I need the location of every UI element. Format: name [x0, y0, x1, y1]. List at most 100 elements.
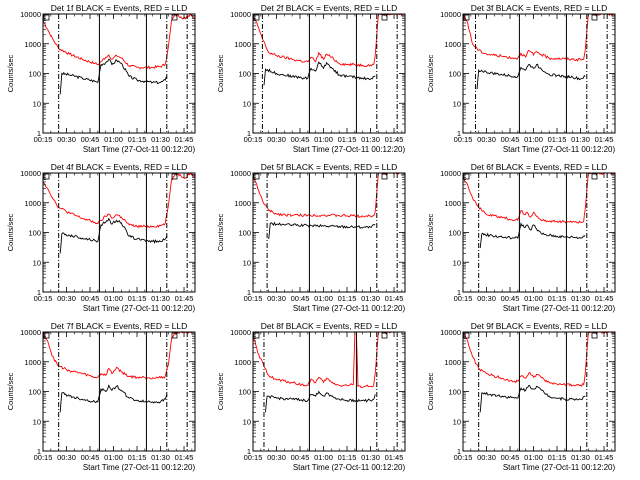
x-tick-label: 00:30 [57, 294, 76, 303]
x-tick-label: 00:45 [81, 453, 100, 462]
x-tick-label: 01:30 [571, 294, 590, 303]
events-series-line [476, 63, 586, 90]
x-tick-label: 01:30 [151, 453, 170, 462]
y-tick-label: 1000 [234, 358, 251, 367]
x-tick-label: 01:45 [175, 135, 194, 144]
lld-series-line [463, 14, 615, 62]
y-tick-label: 10 [453, 258, 461, 267]
x-tick-label: 00:45 [291, 453, 310, 462]
y-tick-label: 1 [457, 129, 461, 138]
y-tick-label: 10000 [440, 10, 461, 19]
x-tick-label: 00:30 [267, 135, 286, 144]
lld-series-line [43, 14, 195, 70]
lld-series-line [253, 173, 405, 219]
x-tick-label: 01:30 [571, 135, 590, 144]
events-series-line [268, 221, 376, 240]
y-tick-label: 10000 [440, 169, 461, 178]
panel-title: Det 9f BLACK = Events, RED = LLD [471, 321, 608, 331]
y-axis-label: Counts/sec [216, 54, 225, 92]
corner-marker [381, 14, 388, 21]
panel-title: Det 6f BLACK = Events, RED = LLD [471, 162, 608, 172]
plot-frame [462, 13, 616, 134]
x-tick-label: 01:30 [151, 294, 170, 303]
plot-frame [462, 172, 616, 293]
y-axis-label: Counts/sec [216, 213, 225, 251]
x-tick-label: 01:00 [524, 135, 543, 144]
chart-panel: Det 7f BLACK = Events, RED = LLD 1 10 100 10… [6, 321, 196, 472]
y-axis-label: Counts/sec [426, 54, 435, 92]
y-tick-label: 100 [28, 388, 41, 397]
events-series-line [59, 217, 168, 254]
x-axis-label: Start Time (27-Oct-11 00:12:20) [293, 304, 406, 313]
x-tick-label: 00:30 [267, 453, 286, 462]
corner-marker [43, 14, 50, 21]
x-axis-label: Start Time (27-Oct-11 00:12:20) [83, 145, 196, 154]
chart-panel: Det 2f BLACK = Events, RED = LLD 1 10 100 10… [216, 3, 406, 154]
chart-panel: Det 3f BLACK = Events, RED = LLD 1 10 100 10… [426, 3, 616, 154]
x-axis-label: Start Time (27-Oct-11 00:12:20) [293, 463, 406, 472]
x-tick-label: 00:15 [34, 294, 53, 303]
x-tick-label: 00:45 [501, 294, 520, 303]
x-tick-label: 01:00 [104, 453, 123, 462]
x-tick-label: 01:30 [361, 135, 380, 144]
x-tick-label: 01:15 [548, 453, 567, 462]
events-series-line [59, 58, 168, 95]
y-tick-label: 10000 [20, 10, 41, 19]
y-tick-label: 1000 [234, 199, 251, 208]
corner-marker [591, 332, 598, 339]
x-tick-label: 01:15 [338, 453, 357, 462]
x-tick-label: 01:15 [338, 135, 357, 144]
x-tick-label: 00:45 [291, 294, 310, 303]
plot-frame [42, 331, 196, 452]
x-axis-label: Start Time (27-Oct-11 00:12:20) [503, 304, 616, 313]
x-tick-label: 01:45 [595, 294, 614, 303]
events-series-line [59, 384, 168, 413]
y-axis-label: Counts/sec [6, 54, 15, 92]
y-tick-label: 10 [33, 99, 41, 108]
y-axis-label: Counts/sec [6, 213, 15, 251]
y-axis-label: Counts/sec [216, 372, 225, 410]
x-tick-label: 01:00 [524, 453, 543, 462]
y-tick-label: 10000 [20, 169, 41, 178]
y-tick-label: 1 [247, 129, 251, 138]
y-tick-label: 10000 [230, 10, 251, 19]
corner-marker [253, 173, 260, 180]
corner-marker [463, 332, 470, 339]
x-tick-label: 00:15 [34, 453, 53, 462]
corner-marker [253, 14, 260, 21]
x-tick-label: 00:15 [454, 294, 473, 303]
x-axis-label: Start Time (27-Oct-11 00:12:20) [83, 304, 196, 313]
lld-series-line [463, 332, 615, 387]
x-tick-label: 00:15 [244, 294, 263, 303]
y-tick-label: 10 [33, 258, 41, 267]
y-tick-label: 1 [457, 288, 461, 297]
y-tick-label: 1 [37, 288, 41, 297]
y-tick-label: 100 [448, 229, 461, 238]
x-tick-label: 01:00 [104, 294, 123, 303]
y-axis-label: Counts/sec [426, 213, 435, 251]
y-tick-label: 10 [243, 258, 251, 267]
corner-marker [171, 332, 178, 339]
x-tick-label: 00:45 [501, 453, 520, 462]
corner-marker [463, 14, 470, 21]
x-axis-label: Start Time (27-Oct-11 00:12:20) [83, 463, 196, 472]
x-tick-label: 00:30 [57, 135, 76, 144]
corner-marker [43, 332, 50, 339]
plot-frame [42, 172, 196, 293]
y-tick-label: 100 [238, 388, 251, 397]
corner-marker [381, 332, 388, 339]
x-tick-label: 00:45 [501, 135, 520, 144]
y-tick-label: 10000 [230, 169, 251, 178]
y-tick-label: 10 [243, 99, 251, 108]
x-tick-label: 01:45 [385, 135, 404, 144]
x-tick-label: 01:30 [361, 294, 380, 303]
plot-frame [252, 172, 406, 293]
panel-title: Det 1f BLACK = Events, RED = LLD [51, 3, 188, 13]
x-tick-label: 00:15 [244, 453, 263, 462]
y-tick-label: 1000 [24, 40, 41, 49]
x-tick-label: 01:00 [314, 294, 333, 303]
y-tick-label: 1000 [444, 40, 461, 49]
x-tick-label: 01:00 [314, 453, 333, 462]
y-tick-label: 1 [37, 129, 41, 138]
x-tick-label: 00:15 [454, 135, 473, 144]
